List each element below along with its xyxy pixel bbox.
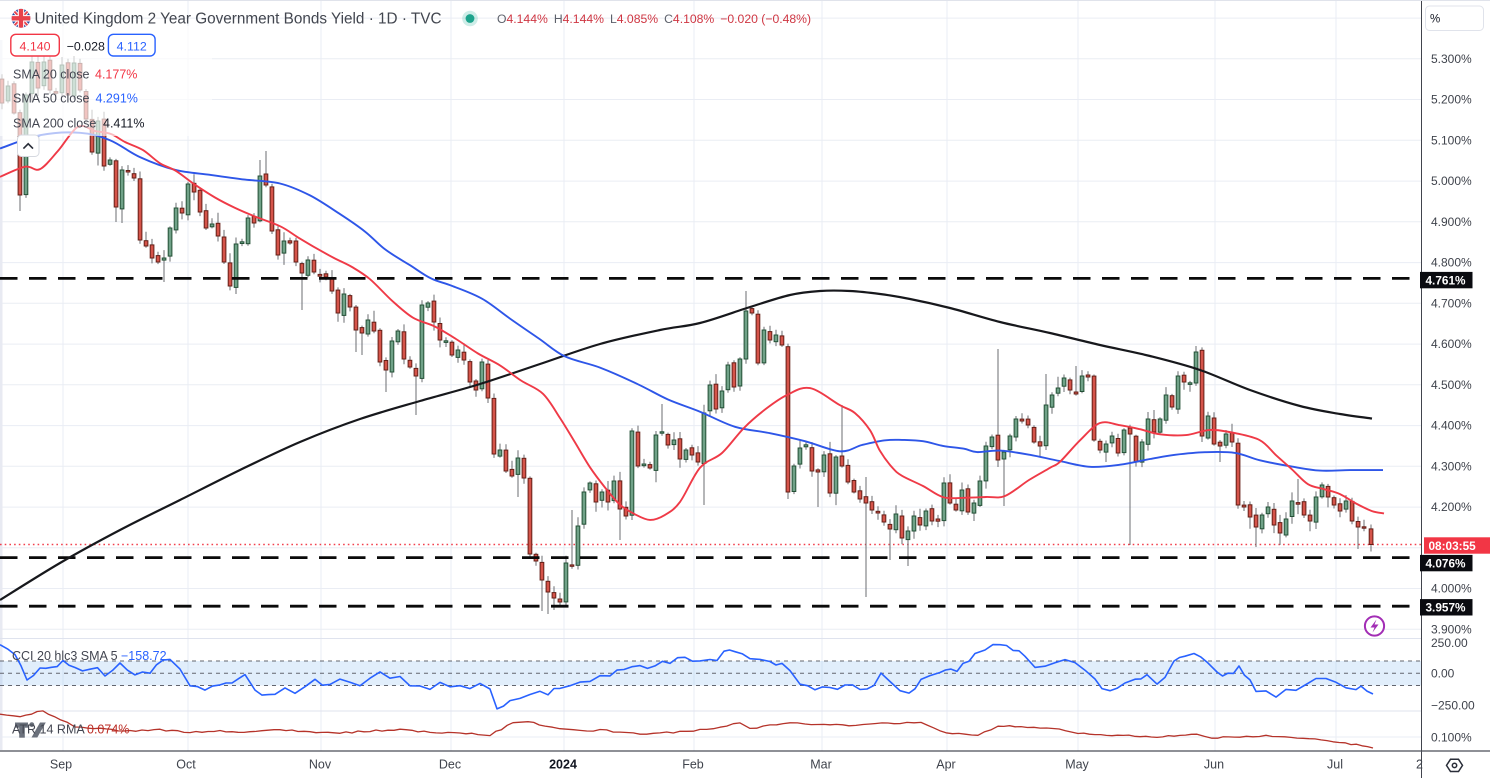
svg-text:08:03:55: 08:03:55 xyxy=(1429,539,1477,553)
svg-text:4.900%: 4.900% xyxy=(1431,215,1472,229)
svg-text:4.800%: 4.800% xyxy=(1431,256,1472,270)
svg-text:0.00: 0.00 xyxy=(1431,667,1455,681)
svg-text:2024: 2024 xyxy=(549,758,577,772)
svg-text:4.000%: 4.000% xyxy=(1431,582,1472,596)
svg-text:4.600%: 4.600% xyxy=(1431,337,1472,351)
svg-text:SMA 200 close: SMA 200 close xyxy=(13,117,96,131)
svg-text:4.177%: 4.177% xyxy=(95,68,137,82)
svg-text:4.291%: 4.291% xyxy=(96,92,138,106)
svg-text:%: % xyxy=(1430,14,1440,26)
svg-text:250.00: 250.00 xyxy=(1431,636,1468,650)
svg-text:United Kingdom 2 Year Governme: United Kingdom 2 Year Government Bonds Y… xyxy=(35,11,442,28)
svg-text:Feb: Feb xyxy=(682,758,704,772)
svg-text:5.200%: 5.200% xyxy=(1431,93,1472,107)
svg-text:−250.00: −250.00 xyxy=(1431,699,1475,713)
svg-text:5.300%: 5.300% xyxy=(1431,52,1472,66)
svg-text:Mar: Mar xyxy=(810,758,832,772)
svg-text:4.200%: 4.200% xyxy=(1431,500,1472,514)
svg-text:4.761%: 4.761% xyxy=(1426,273,1467,287)
svg-text:4.300%: 4.300% xyxy=(1431,460,1472,474)
svg-text:4.140: 4.140 xyxy=(19,39,50,53)
svg-text:4.700%: 4.700% xyxy=(1431,297,1472,311)
svg-text:2: 2 xyxy=(1416,758,1423,772)
svg-text:5.100%: 5.100% xyxy=(1431,134,1472,148)
svg-text:CCI 20 hlc3 SMA 5: CCI 20 hlc3 SMA 5 xyxy=(12,649,118,663)
svg-text:3.957%: 3.957% xyxy=(1426,601,1467,615)
svg-text:−0.028: −0.028 xyxy=(67,39,105,53)
svg-text:Jun: Jun xyxy=(1204,758,1224,772)
svg-text:3.900%: 3.900% xyxy=(1431,623,1472,637)
svg-text:4.076%: 4.076% xyxy=(1426,556,1467,570)
svg-text:Oct: Oct xyxy=(176,758,196,772)
svg-text:−158.72: −158.72 xyxy=(121,649,167,663)
svg-text:SMA 50 close: SMA 50 close xyxy=(13,92,89,106)
svg-text:Nov: Nov xyxy=(309,758,332,772)
svg-text:Dec: Dec xyxy=(439,758,461,772)
svg-text:SMA 20 close: SMA 20 close xyxy=(13,68,89,82)
svg-text:4.400%: 4.400% xyxy=(1431,419,1472,433)
svg-text:4.500%: 4.500% xyxy=(1431,378,1472,392)
svg-text:5.000%: 5.000% xyxy=(1431,174,1472,188)
svg-text:Jul: Jul xyxy=(1327,758,1343,772)
svg-text:0.100%: 0.100% xyxy=(1431,730,1472,744)
svg-text:May: May xyxy=(1065,758,1089,772)
svg-text:Sep: Sep xyxy=(50,758,72,772)
svg-text:4.112: 4.112 xyxy=(117,39,147,53)
svg-text:4.411%: 4.411% xyxy=(103,117,144,131)
svg-text:Apr: Apr xyxy=(936,758,955,772)
svg-text:0.074%: 0.074% xyxy=(87,723,129,737)
svg-text:ATR 14 RMA: ATR 14 RMA xyxy=(12,723,85,737)
svg-text:O4.144%H4.144%L4.085%C4.108%−0: O4.144% H4.144% L4.085% C4.108% −0.020 (−0.4… xyxy=(497,12,811,26)
